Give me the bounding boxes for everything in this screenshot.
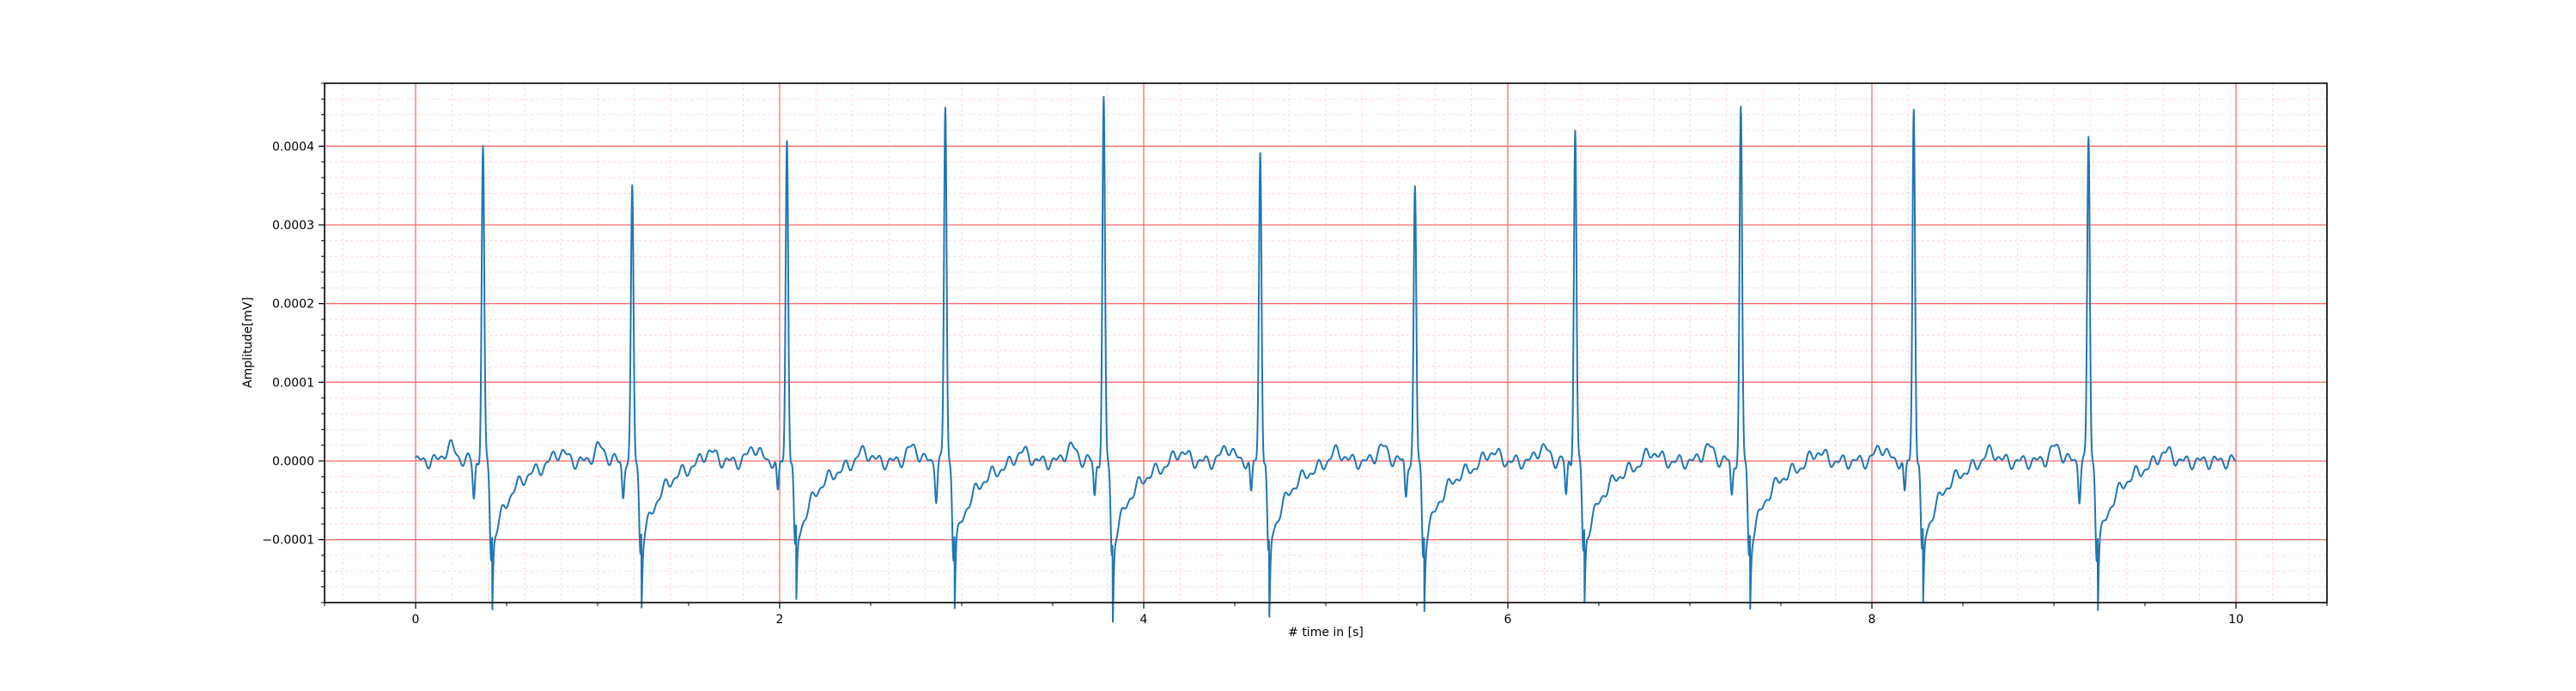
y-tick-label: 0.0000 [272,455,314,469]
x-axis-label: # time in [s] [1288,626,1364,639]
y-tick-label: 0.0001 [272,376,314,390]
x-tick-label: 8 [1868,613,1876,627]
y-tick-label: 0.0004 [272,140,314,154]
y-tick-label: −0.0001 [262,534,314,548]
grid-layer [325,82,2327,603]
tick-layer: 0 2 4 6 8 10 −0.0001 0.0000 0.0001 0.0002 0.0003 0.… [262,82,2328,627]
ecg-series-line [415,95,2237,623]
y-axis-label: Amplitude[mV] [241,297,255,388]
y-tick-label: 0.0003 [272,219,314,233]
y-tick-label: 0.0002 [272,298,314,312]
plot-layer [415,95,2237,623]
x-tick-label: 6 [1504,613,1512,627]
x-tick-label: 0 [412,613,420,627]
x-tick-label: 4 [1140,613,1148,627]
x-tick-label: 10 [2228,613,2244,627]
x-tick-label: 2 [776,613,784,627]
